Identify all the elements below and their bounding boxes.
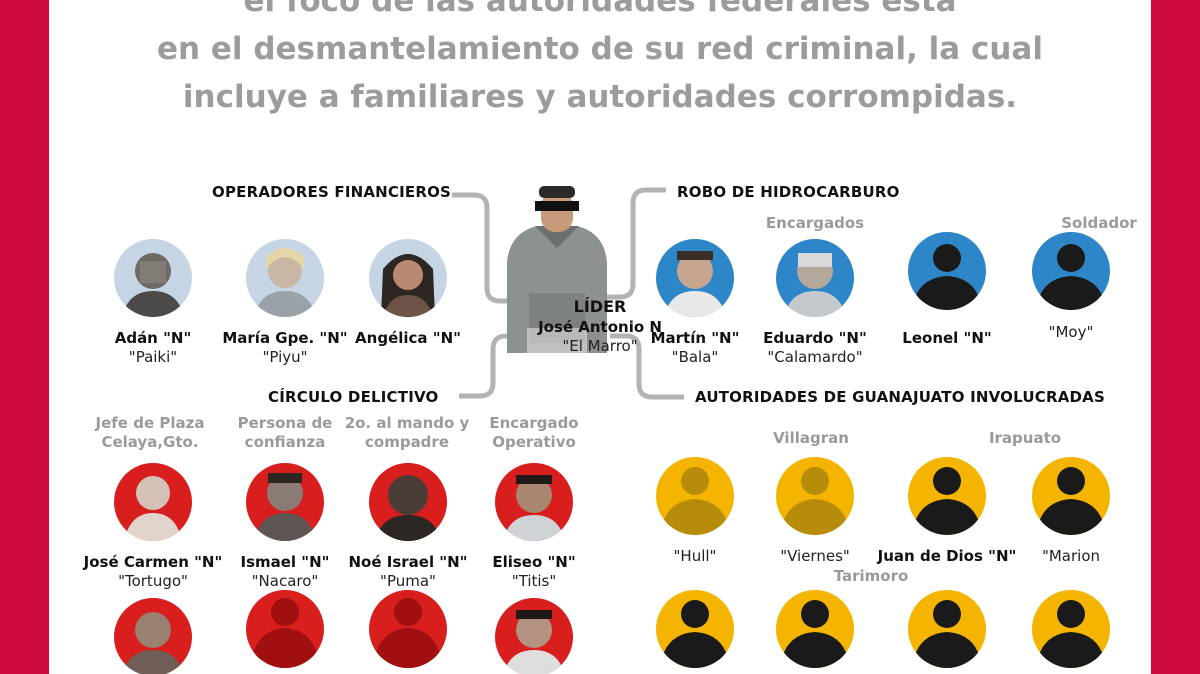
person-alias: "Bala"	[671, 348, 719, 366]
leader-alias: "El Marro"	[562, 337, 638, 355]
person-name: Ismael "N"	[240, 553, 330, 571]
intro-line-3: incluye a familiares y autoridades corro…	[182, 79, 1018, 115]
pixelated-photo	[369, 463, 447, 541]
subhead-irapuato: Irapuato	[988, 429, 1062, 447]
leader-title: LÍDER	[573, 297, 627, 316]
person-alias: "Nacaro"	[251, 572, 319, 590]
section-criminal-circle: CÍRCULO DELICTIVO	[268, 388, 439, 406]
silhouette	[908, 457, 986, 535]
silhouette	[1032, 590, 1110, 668]
pixelated-photo	[246, 239, 324, 317]
person-name: Eliseo "N"	[492, 553, 576, 571]
silhouette	[908, 232, 986, 310]
person-name: Leonel "N"	[902, 329, 992, 347]
person-name: María Gpe. "N"	[222, 329, 348, 347]
pixelated-photo	[246, 463, 324, 541]
subhead-villagran: Villagran	[773, 429, 849, 447]
pixelated-photo	[114, 239, 192, 317]
leader-name: José Antonio N	[538, 318, 662, 336]
section-financial-operators: OPERADORES FINANCIEROS	[212, 183, 452, 201]
silhouette	[369, 590, 447, 668]
section-fuel-theft: ROBO DE HIDROCARBURO	[677, 183, 900, 201]
leader-photo	[507, 186, 607, 353]
person-name: Angélica "N"	[355, 329, 461, 347]
pixelated-photo	[114, 463, 192, 541]
pixelated-photo	[656, 239, 734, 317]
silhouette	[656, 590, 734, 668]
pixelated-photo	[495, 598, 573, 674]
person-name: Adán "N"	[114, 329, 192, 347]
silhouette	[776, 457, 854, 535]
section-authorities: AUTORIDADES DE GUANAJUATO INVOLUCRADAS	[695, 388, 1105, 406]
person-name: Eduardo "N"	[763, 329, 867, 347]
person-name: José Carmen "N"	[83, 553, 223, 571]
connector-lines	[452, 187, 684, 400]
pixelated-photo	[776, 239, 854, 317]
person-alias: "Titis"	[511, 572, 557, 590]
intro-line-1: el foco de las autoridades federales est…	[243, 0, 957, 19]
person-alias: "Viernes"	[780, 547, 850, 565]
subhead-jefe-plaza: Jefe de Plaza Celaya,Gto.	[95, 414, 205, 451]
pixelated-photo	[495, 463, 573, 541]
silhouette	[1032, 457, 1110, 535]
silhouette	[656, 457, 734, 535]
silhouette	[908, 590, 986, 668]
person-name: Noé Israel "N"	[348, 553, 468, 571]
silhouette	[1032, 232, 1110, 310]
pixelated-photo	[114, 598, 192, 674]
person-alias: "Tortugo"	[118, 572, 188, 590]
subhead-encargado-operativo: Encargado Operativo	[489, 414, 579, 451]
person-alias: "Paiki"	[128, 348, 178, 366]
pixelated-photo	[369, 239, 447, 317]
infographic-panel: el foco de las autoridades federales est…	[49, 0, 1151, 674]
subhead-tarimoro: Tarimoro	[833, 567, 909, 585]
person-name: Juan de Dios "N"	[877, 547, 1017, 565]
person-alias: "Moy"	[1048, 323, 1094, 341]
subhead-persona-confianza: Persona de confianza	[237, 414, 333, 451]
subhead-soldador: Soldador	[1061, 214, 1137, 232]
silhouette	[776, 590, 854, 668]
person-name: Martín "N"	[650, 329, 740, 347]
subhead-segundo-mando: 2o. al mando y compadre	[344, 414, 470, 451]
subhead-encargados: Encargados	[765, 214, 865, 232]
intro-line-2: en el desmantelamiento de su red crimina…	[157, 31, 1043, 67]
person-alias: "Hull"	[673, 547, 717, 565]
person-alias: "Marion	[1041, 547, 1101, 565]
person-alias: "Puma"	[380, 572, 436, 590]
person-alias: "Piyu"	[262, 348, 308, 366]
person-alias: "Calamardo"	[767, 348, 863, 366]
silhouette	[246, 590, 324, 668]
